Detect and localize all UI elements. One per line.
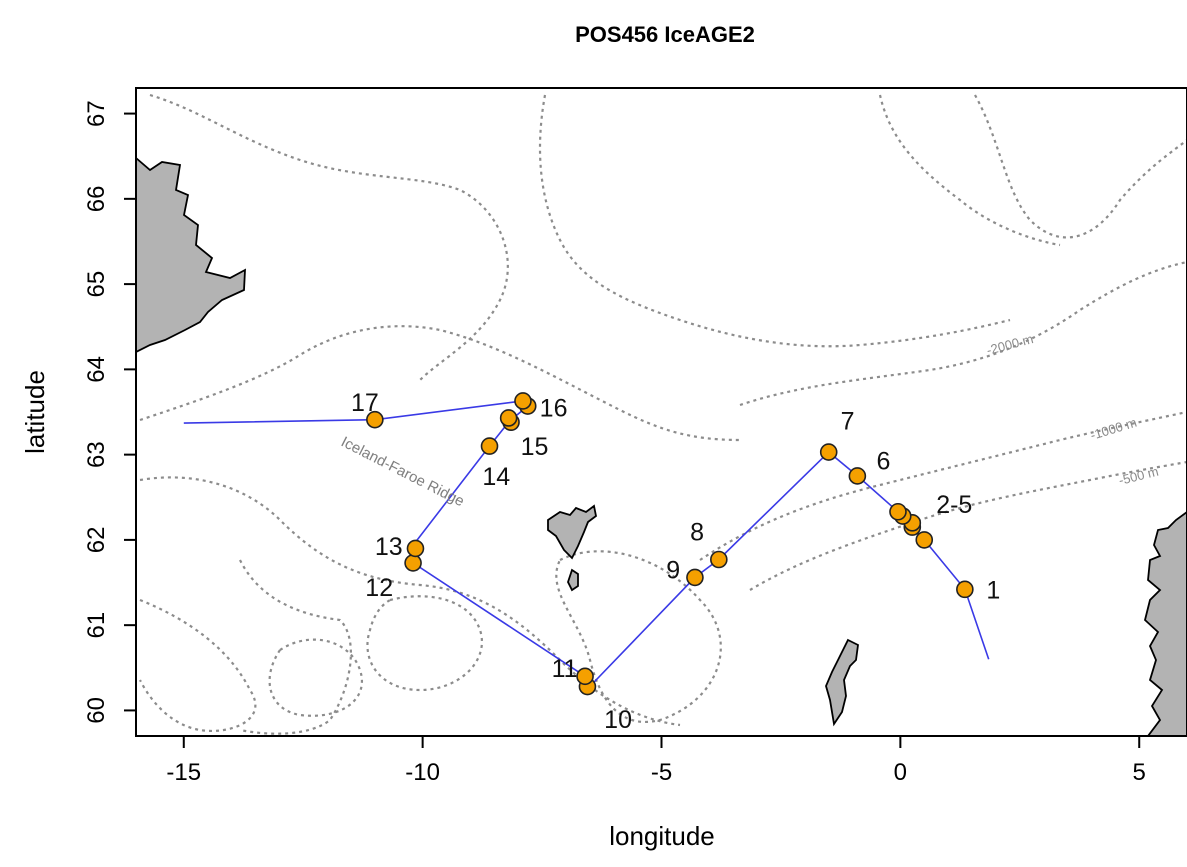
depth-contour-faroe-bank: [555, 550, 722, 723]
station-point-13: [404, 554, 422, 572]
y-tick-label: 64: [83, 356, 110, 383]
y-tick-label: 65: [83, 271, 110, 298]
depth-contour-northeast: [878, 94, 1061, 247]
x-axis-label: longitude: [609, 821, 715, 851]
station-label-15: 15: [521, 433, 549, 461]
station-point-14: [406, 539, 425, 558]
y-tick-label: 62: [83, 527, 110, 554]
station-label-8: 8: [690, 518, 704, 546]
depth-contour-central-bank: [366, 595, 483, 692]
station-point-15: [480, 437, 499, 455]
y-tick-label: 60: [83, 697, 110, 724]
stations-layer: [366, 392, 974, 696]
depth-contour-iceland-shelf: [149, 93, 509, 381]
contour-label-1000: -1000 m: [1088, 415, 1138, 443]
x-tick-label: -10: [405, 759, 440, 786]
plot-frame: [135, 87, 1187, 737]
station-point-10: [686, 568, 704, 587]
station-label-12: 12: [365, 574, 393, 602]
y-axis-label: latitude: [20, 370, 50, 454]
depth-contour-west-a: [139, 598, 257, 732]
norway-coast-land: [1143, 510, 1187, 736]
station-label-11: 11: [552, 655, 578, 683]
station-label-16: 16: [540, 395, 568, 423]
station-point-9: [710, 550, 728, 569]
x-tick-label: -15: [166, 759, 201, 786]
land-masses: [136, 156, 1187, 736]
station-label-6: 6: [876, 448, 890, 476]
station-point-12: [576, 667, 594, 686]
y-axis: 60 61 62 63 64 65 66 67: [83, 100, 136, 724]
station-point-6: [889, 502, 907, 521]
depth-contour-ridge-north: [139, 325, 741, 442]
station-point-2: [915, 531, 934, 549]
depth-contour-2000-east: [974, 94, 1187, 239]
station-point-8: [819, 443, 838, 461]
station-label-14: 14: [482, 463, 510, 491]
station-point-20: [366, 410, 384, 429]
station-label-10: 10: [604, 706, 632, 734]
y-tick-label: 66: [83, 185, 110, 212]
shetland-islands-land: [825, 638, 859, 727]
x-tick-label: 5: [1133, 759, 1146, 786]
x-axis: -15 -10 -5 0 5: [166, 736, 1146, 786]
station-labels-layer: 1 2-5 67 89 10 11 12 13 14 15 16 17: [351, 389, 1000, 734]
depth-contours: [139, 93, 1187, 735]
y-tick-label: 63: [83, 441, 110, 468]
station-label-7: 7: [841, 408, 855, 436]
ridge-label: Iceland-Faroe Ridge: [338, 433, 467, 510]
station-label-1: 1: [986, 576, 1000, 604]
station-point-17: [499, 409, 518, 427]
map-layer: [136, 93, 1187, 736]
chart-title: POS456 IceAGE2: [575, 22, 755, 47]
faroe-islands-land: [547, 504, 597, 560]
y-tick-label: 61: [83, 612, 110, 639]
x-tick-label: -5: [651, 759, 672, 786]
depth-contour-rockall: [239, 559, 352, 735]
iceland-land: [136, 156, 246, 354]
station-point-19: [514, 392, 532, 410]
station-label-17: 17: [351, 389, 379, 417]
station-label-9: 9: [666, 557, 680, 585]
contour-label-2000: -2000 m: [985, 331, 1035, 358]
depth-contour-north-basin: [538, 94, 1011, 348]
station-label-13: 13: [375, 533, 403, 561]
depth-contour-1000: [699, 410, 1187, 561]
station-label-2-5: 2-5: [936, 491, 972, 519]
cruise-track-line: [183, 400, 990, 688]
contour-label-500: -500 m: [1117, 464, 1160, 488]
x-tick-label: 0: [894, 759, 907, 786]
station-point-7: [848, 467, 867, 485]
faroe-islet-land: [567, 568, 579, 592]
y-tick-label: 67: [83, 100, 110, 127]
station-point-1: [956, 580, 974, 599]
depth-contour-2000-south: [739, 260, 1187, 407]
